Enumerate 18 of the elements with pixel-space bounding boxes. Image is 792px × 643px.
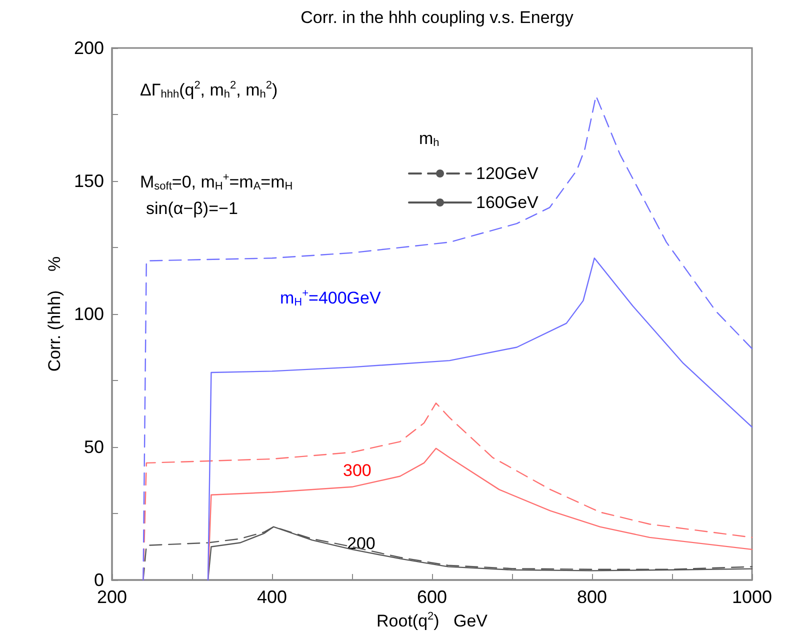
y-axis-title: Corr. (hhh) % [45, 256, 64, 372]
y-tick-label: 100 [74, 304, 104, 324]
x-tick-label: 600 [416, 587, 448, 607]
annotation: sin(α−β)=−1 [146, 199, 238, 218]
legend-label: 160GeV [476, 193, 540, 212]
legend-label: 120GeV [476, 164, 540, 183]
x-tick-label: 1000 [732, 587, 772, 607]
y-tick-label: 150 [74, 171, 104, 191]
line-series [207, 258, 753, 581]
y-tick-label: 200 [74, 38, 104, 58]
x-tick-label: 800 [576, 587, 608, 607]
annotation: 300 [343, 461, 372, 480]
y-tick-label: 0 [94, 570, 104, 590]
chart-title: Corr. in the hhh coupling v.s. Energy [300, 8, 574, 27]
x-tick-label: 200 [96, 587, 128, 607]
annotation: 200 [347, 534, 376, 553]
x-tick-label: 400 [256, 587, 288, 607]
y-tick-label: 50 [84, 437, 104, 457]
